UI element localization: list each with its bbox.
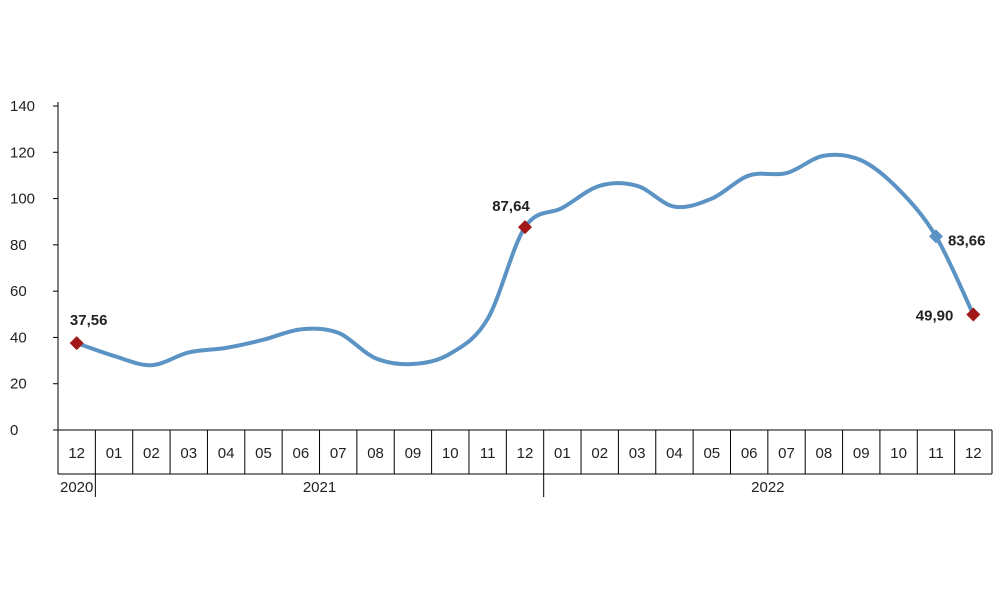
- x-tick-label: 05: [255, 445, 272, 462]
- x-tick-label: 01: [554, 445, 571, 462]
- year-group-label: 2021: [303, 479, 336, 496]
- year-group-label: 2020: [60, 479, 93, 496]
- x-tick-label: 03: [180, 445, 197, 462]
- y-axis-ticks: 0 20 40 60 80 100 120 140: [10, 98, 58, 439]
- x-axis-ticks: 12 01 02 03 04 05 06 07 08 09 10 11 12 01 02 03 04 05 06 07…: [57, 430, 993, 474]
- year-group-label: 2022: [751, 479, 784, 496]
- series-layer: [74, 152, 976, 368]
- y-tick-label: 140: [10, 98, 35, 115]
- x-tick-label: 06: [292, 445, 309, 462]
- data-label: 87,64: [492, 198, 530, 215]
- y-tick-label: 20: [10, 376, 27, 393]
- y-tick-label: 80: [10, 237, 27, 254]
- x-tick-label: 02: [143, 445, 160, 462]
- data-label: 49,90: [916, 308, 954, 325]
- data-label: 83,66: [948, 232, 986, 249]
- x-tick-label: 04: [218, 445, 235, 462]
- axes: [57, 102, 992, 475]
- x-tick-label: 03: [629, 445, 646, 462]
- series-line: [74, 152, 976, 368]
- y-tick-label: 100: [10, 191, 35, 208]
- x-tick-label: 11: [480, 445, 496, 462]
- x-tick-label: 12: [965, 445, 982, 462]
- x-tick-label: 02: [591, 445, 608, 462]
- x-tick-label: 07: [330, 445, 347, 462]
- data-point-marker: [518, 220, 532, 235]
- x-tick-label: 09: [853, 445, 870, 462]
- x-tick-label: 12: [517, 445, 534, 462]
- x-tick-label: 11: [928, 445, 944, 462]
- x-tick-label: 04: [666, 445, 683, 462]
- y-tick-label: 120: [10, 144, 35, 161]
- y-tick-label: 0: [10, 422, 18, 439]
- data-point-marker: [966, 307, 981, 322]
- markers-layer: 37,56 87,64 83,66 49,90: [69, 198, 986, 351]
- x-tick-label: 12: [68, 445, 85, 462]
- x-tick-label: 01: [106, 445, 123, 462]
- x-tick-label: 08: [816, 445, 833, 462]
- y-tick-label: 60: [10, 283, 27, 300]
- x-axis-year-groups: 2020 2021 2022: [60, 474, 785, 497]
- data-point-marker: [928, 229, 943, 244]
- x-tick-label: 10: [890, 445, 907, 462]
- x-tick-label: 05: [703, 445, 720, 462]
- data-point-marker: [69, 336, 84, 351]
- data-label: 37,56: [70, 312, 108, 329]
- x-tick-label: 08: [367, 445, 384, 462]
- x-tick-label: 06: [741, 445, 758, 462]
- y-tick-label: 40: [10, 329, 27, 346]
- x-tick-label: 07: [778, 445, 795, 462]
- x-tick-label: 10: [442, 445, 459, 462]
- x-tick-label: 09: [405, 445, 422, 462]
